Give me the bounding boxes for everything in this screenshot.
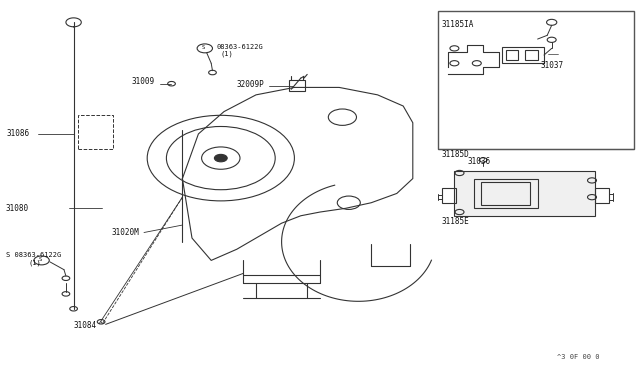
Bar	[595, 188, 609, 203]
Text: 31037: 31037	[541, 61, 564, 70]
Text: 31036: 31036	[467, 157, 490, 166]
Text: (1): (1)	[221, 51, 234, 57]
Text: 31080: 31080	[5, 204, 28, 213]
Bar	[78, 115, 113, 149]
Bar	[454, 171, 595, 216]
Text: 31185E: 31185E	[442, 217, 469, 226]
Bar	[438, 11, 634, 149]
Text: 31185IA: 31185IA	[442, 20, 474, 29]
Text: 31185D: 31185D	[442, 150, 469, 159]
Text: 08363-6122G: 08363-6122G	[216, 44, 263, 49]
Bar	[506, 50, 518, 60]
Text: S 08363-6122G: S 08363-6122G	[6, 252, 61, 258]
Bar	[502, 46, 544, 63]
Text: ^3 0F 00 0: ^3 0F 00 0	[557, 354, 599, 360]
Bar	[289, 80, 305, 91]
Text: S: S	[202, 45, 205, 50]
Bar	[474, 179, 538, 208]
Text: 31084: 31084	[74, 321, 97, 330]
Bar	[525, 50, 538, 60]
Text: S: S	[38, 257, 42, 262]
Bar	[481, 182, 530, 205]
Text: 31086: 31086	[6, 129, 29, 138]
Bar	[442, 188, 456, 203]
Text: 31009: 31009	[131, 77, 154, 86]
Circle shape	[214, 154, 227, 162]
Text: 32009P: 32009P	[237, 80, 264, 89]
Text: (1): (1)	[29, 259, 42, 266]
Text: 31020M: 31020M	[112, 228, 140, 237]
